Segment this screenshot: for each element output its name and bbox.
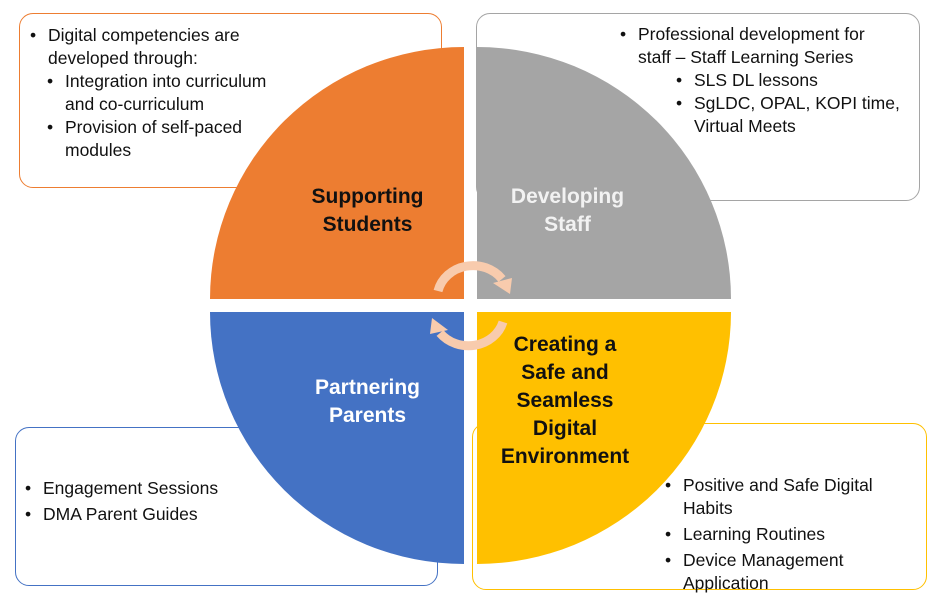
partnering-parents-list: Engagement Sessions DMA Parent Guides bbox=[25, 477, 285, 526]
list-item: DMA Parent Guides bbox=[25, 503, 285, 526]
supporting-students-label: Supporting Students bbox=[311, 185, 424, 236]
list-item: SLS DL lessons bbox=[676, 69, 910, 92]
list-item: Provision of self-paced modules bbox=[47, 116, 320, 162]
list-item: Digital competencies are developed throu… bbox=[30, 24, 320, 70]
list-item: Device Management Application bbox=[665, 549, 915, 595]
partnering-parents-label: Partnering Parents bbox=[314, 376, 421, 427]
quadrant-top-left bbox=[210, 47, 464, 299]
quadrant-bottom-left bbox=[210, 312, 464, 564]
arrow-heads bbox=[430, 278, 512, 334]
list-item: Learning Routines bbox=[665, 523, 915, 546]
list-item: SgLDC, OPAL, KOPI time, Virtual Meets bbox=[676, 92, 910, 138]
developing-staff-list: Professional development for staff – Sta… bbox=[620, 23, 910, 138]
list-item: Integration into curriculum and co-curri… bbox=[47, 70, 320, 116]
list-item: Positive and Safe Digital Habits bbox=[665, 474, 915, 520]
list-item: Engagement Sessions bbox=[25, 477, 285, 500]
circular-arrows-icon bbox=[433, 261, 508, 351]
digital-environment-list: Positive and Safe Digital Habits Learnin… bbox=[665, 474, 915, 595]
supporting-students-list: Digital competencies are developed throu… bbox=[30, 24, 320, 162]
quadrant-top-right bbox=[477, 47, 731, 299]
list-item: Professional development for staff – Sta… bbox=[620, 23, 910, 69]
developing-staff-label: Developing Staff bbox=[510, 185, 625, 236]
digital-environment-label: Creating a Safe and Seamless Digital Env… bbox=[500, 333, 630, 468]
quadrant-bottom-right bbox=[477, 312, 731, 564]
